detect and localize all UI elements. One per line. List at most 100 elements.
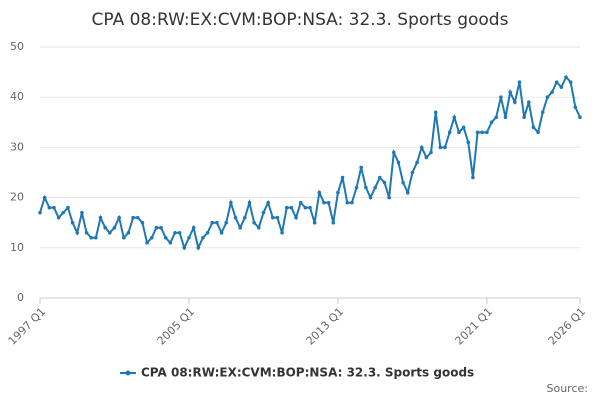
point [568, 80, 573, 84]
point [219, 230, 224, 235]
point [573, 105, 578, 110]
point [56, 215, 61, 220]
point [410, 170, 415, 175]
point [243, 215, 247, 220]
point [98, 215, 103, 220]
point [38, 210, 42, 215]
point [312, 220, 317, 225]
point [303, 205, 308, 210]
point [336, 190, 340, 195]
point [513, 100, 517, 105]
point [252, 220, 256, 225]
point [163, 235, 168, 240]
point [135, 215, 140, 220]
point [187, 235, 191, 240]
point [559, 85, 564, 89]
x-tick-label: 2013 Q1 [304, 305, 347, 348]
point [382, 180, 387, 185]
point [131, 215, 135, 220]
point [387, 195, 391, 200]
point [485, 130, 489, 135]
point [205, 230, 210, 235]
point [373, 185, 377, 190]
point [578, 115, 582, 120]
y-tick-label: 50 [10, 40, 24, 53]
chart-title: CPA 08:RW:EX:CVM:BOP:NSA: 32.3. Sports g… [92, 10, 509, 30]
point [42, 195, 47, 200]
point [140, 220, 145, 225]
point [471, 175, 475, 180]
point [540, 110, 545, 115]
point [154, 225, 159, 230]
point [480, 130, 485, 135]
point [145, 240, 149, 245]
point [494, 115, 499, 120]
point [177, 230, 182, 235]
point [550, 90, 554, 94]
point [457, 130, 461, 135]
point [289, 205, 294, 210]
point [247, 200, 252, 205]
point [275, 215, 280, 220]
point [368, 195, 373, 200]
series-line [39, 75, 581, 251]
point [401, 180, 405, 185]
point [359, 165, 364, 170]
point [173, 230, 177, 235]
point [103, 225, 107, 230]
point [284, 205, 289, 210]
point [80, 210, 84, 215]
point [308, 205, 312, 210]
point [266, 200, 270, 205]
point [517, 80, 522, 84]
point [545, 95, 550, 99]
point [438, 145, 443, 150]
point [229, 200, 233, 205]
point [126, 230, 131, 235]
y-tick-label: 10 [10, 241, 24, 254]
point [117, 215, 121, 220]
point [419, 145, 424, 150]
point [121, 235, 126, 240]
point [270, 215, 275, 220]
point [405, 190, 410, 195]
point [433, 110, 438, 115]
point [461, 125, 466, 130]
point [112, 225, 117, 230]
point [298, 200, 303, 205]
point [47, 205, 52, 210]
point [475, 130, 480, 135]
point [238, 225, 242, 230]
point [536, 130, 540, 135]
point [261, 210, 266, 215]
point [84, 230, 89, 235]
point [378, 175, 382, 180]
point [61, 210, 66, 215]
y-tick-label: 0 [17, 291, 24, 304]
point [508, 90, 512, 94]
point [70, 220, 75, 225]
point [489, 120, 494, 125]
y-tick-label: 20 [10, 191, 24, 204]
point [554, 80, 559, 84]
x-tick-label: 2021 Q1 [453, 305, 496, 348]
point [215, 220, 219, 225]
x-tick-label: 2005 Q1 [155, 305, 198, 348]
point [331, 220, 336, 225]
point [66, 205, 70, 210]
point [196, 246, 201, 250]
point [168, 240, 173, 245]
point [447, 130, 452, 135]
y-tick-label: 30 [10, 140, 24, 153]
point [191, 225, 196, 230]
point [75, 230, 80, 235]
point [210, 220, 215, 225]
point [415, 160, 419, 165]
point [149, 235, 154, 240]
point [345, 200, 350, 205]
point [201, 235, 205, 240]
point [159, 225, 163, 230]
point [466, 140, 471, 145]
y-tick-label: 40 [10, 90, 24, 103]
